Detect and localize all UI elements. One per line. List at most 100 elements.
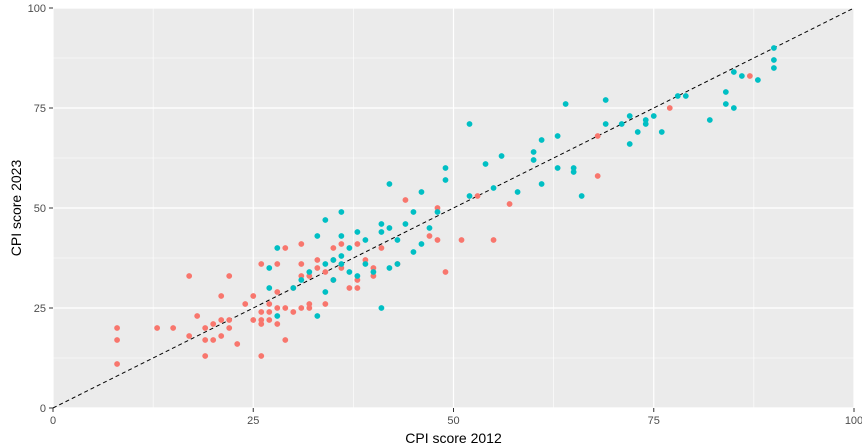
data-point xyxy=(330,257,337,263)
data-point xyxy=(218,333,225,339)
data-point xyxy=(202,353,209,359)
data-point xyxy=(434,205,441,211)
data-point xyxy=(386,265,393,271)
data-point xyxy=(554,165,561,171)
x-tick-label: 75 xyxy=(648,415,660,427)
reference-line-y-equals-x xyxy=(52,7,855,409)
data-point xyxy=(482,161,489,167)
data-point xyxy=(322,301,329,307)
data-point xyxy=(746,73,753,79)
data-point xyxy=(642,117,649,123)
x-tick-label: 100 xyxy=(845,415,862,427)
y-axis-title: CPI score 2023 xyxy=(8,160,24,257)
data-point xyxy=(730,69,737,75)
data-point xyxy=(218,317,225,323)
data-point xyxy=(258,309,265,315)
data-point xyxy=(594,173,601,179)
data-point xyxy=(771,65,777,71)
y-tick-label: 50 xyxy=(34,203,46,215)
data-point xyxy=(562,101,569,107)
data-point xyxy=(370,265,377,271)
data-point xyxy=(258,353,265,359)
data-point xyxy=(386,225,393,231)
data-point xyxy=(570,165,577,171)
data-point xyxy=(210,337,217,343)
data-point xyxy=(154,325,161,331)
data-point xyxy=(338,253,345,259)
data-point xyxy=(506,201,513,207)
data-point xyxy=(314,313,321,319)
data-point xyxy=(754,77,761,83)
data-point xyxy=(602,121,609,127)
data-point xyxy=(674,93,681,99)
data-point xyxy=(282,245,289,251)
data-point xyxy=(634,129,641,135)
data-point xyxy=(594,133,601,139)
data-point xyxy=(274,313,281,319)
data-point xyxy=(202,337,209,343)
data-point xyxy=(402,221,409,227)
data-point xyxy=(306,269,313,275)
data-point xyxy=(402,197,409,203)
data-point xyxy=(490,185,497,191)
data-point xyxy=(170,325,177,331)
data-point xyxy=(554,133,561,139)
data-point xyxy=(234,341,241,347)
data-points xyxy=(114,45,777,367)
data-point xyxy=(226,317,233,323)
data-point xyxy=(282,337,289,343)
data-point xyxy=(186,273,193,279)
data-point xyxy=(490,237,497,243)
data-point xyxy=(642,121,649,127)
data-point xyxy=(114,337,120,343)
data-point xyxy=(298,261,305,267)
data-point xyxy=(114,325,120,331)
data-point xyxy=(602,97,609,103)
data-point xyxy=(354,273,361,279)
data-point xyxy=(466,193,473,199)
data-point xyxy=(314,257,321,263)
data-point xyxy=(650,113,657,119)
data-point xyxy=(394,261,401,267)
data-point xyxy=(314,265,321,271)
data-point xyxy=(274,261,281,267)
data-point xyxy=(354,241,361,247)
data-point xyxy=(290,285,297,291)
data-point xyxy=(282,305,289,311)
data-point xyxy=(322,269,329,275)
data-point xyxy=(330,277,337,283)
data-point xyxy=(338,233,345,239)
data-point xyxy=(626,113,633,119)
data-point xyxy=(250,293,257,299)
data-point xyxy=(274,245,281,251)
data-point xyxy=(418,189,425,195)
data-point xyxy=(354,285,361,291)
data-point xyxy=(466,121,473,127)
data-point xyxy=(730,105,737,111)
data-point xyxy=(618,121,625,127)
data-point xyxy=(426,225,433,231)
data-point xyxy=(210,321,217,327)
data-point xyxy=(538,181,545,187)
data-point xyxy=(258,321,265,327)
data-point xyxy=(418,241,425,247)
data-point xyxy=(530,149,537,155)
data-point xyxy=(266,309,273,315)
data-point xyxy=(514,189,521,195)
data-point xyxy=(226,273,233,279)
data-point xyxy=(306,305,313,311)
data-point xyxy=(186,333,193,339)
data-point xyxy=(658,129,665,135)
data-point xyxy=(442,177,449,183)
data-point xyxy=(338,261,345,267)
data-point xyxy=(530,157,537,163)
data-point xyxy=(362,261,369,267)
data-point xyxy=(290,309,297,315)
data-point xyxy=(378,221,385,227)
data-point xyxy=(346,285,353,291)
data-point xyxy=(258,261,265,267)
data-point xyxy=(474,193,481,199)
data-point xyxy=(250,317,257,323)
data-point xyxy=(346,269,353,275)
